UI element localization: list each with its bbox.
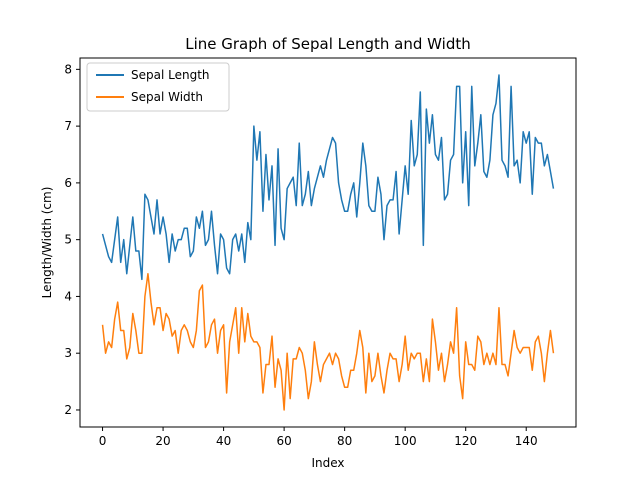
chart-title: Line Graph of Sepal Length and Width xyxy=(185,35,471,53)
x-tick-label: 40 xyxy=(216,434,231,448)
x-tick-label: 100 xyxy=(394,434,417,448)
x-tick-label: 140 xyxy=(515,434,538,448)
series-layer xyxy=(101,74,555,411)
legend-label-sepal-width: Sepal Width xyxy=(131,90,203,104)
plot-frame xyxy=(79,57,577,428)
y-tick-label: 3 xyxy=(64,346,72,360)
y-tick-label: 7 xyxy=(64,119,72,133)
series-line-sepal-length xyxy=(101,74,555,281)
x-tick-label: 120 xyxy=(454,434,477,448)
x-tick-label: 80 xyxy=(337,434,352,448)
plot-area xyxy=(79,57,577,428)
x-tick-label: 60 xyxy=(276,434,291,448)
y-tick-label: 2 xyxy=(64,403,72,417)
y-tick-label: 5 xyxy=(64,233,72,247)
x-tick-label: 0 xyxy=(99,434,107,448)
legend-label-sepal-length: Sepal Length xyxy=(131,68,210,82)
x-axis: 0 20 40 60 80 100 120 140 xyxy=(99,427,538,448)
x-axis-label: Index xyxy=(311,456,344,470)
x-tick-label: 20 xyxy=(155,434,170,448)
y-axis: 2 3 4 5 6 7 8 xyxy=(64,62,80,417)
legend: Sepal Length Sepal Width xyxy=(86,62,230,112)
y-axis-label: Length/Width (cm) xyxy=(40,187,54,299)
y-tick-label: 6 xyxy=(64,176,72,190)
y-tick-label: 8 xyxy=(64,62,72,76)
series-line-sepal-width xyxy=(101,272,555,411)
y-tick-label: 4 xyxy=(64,289,72,303)
